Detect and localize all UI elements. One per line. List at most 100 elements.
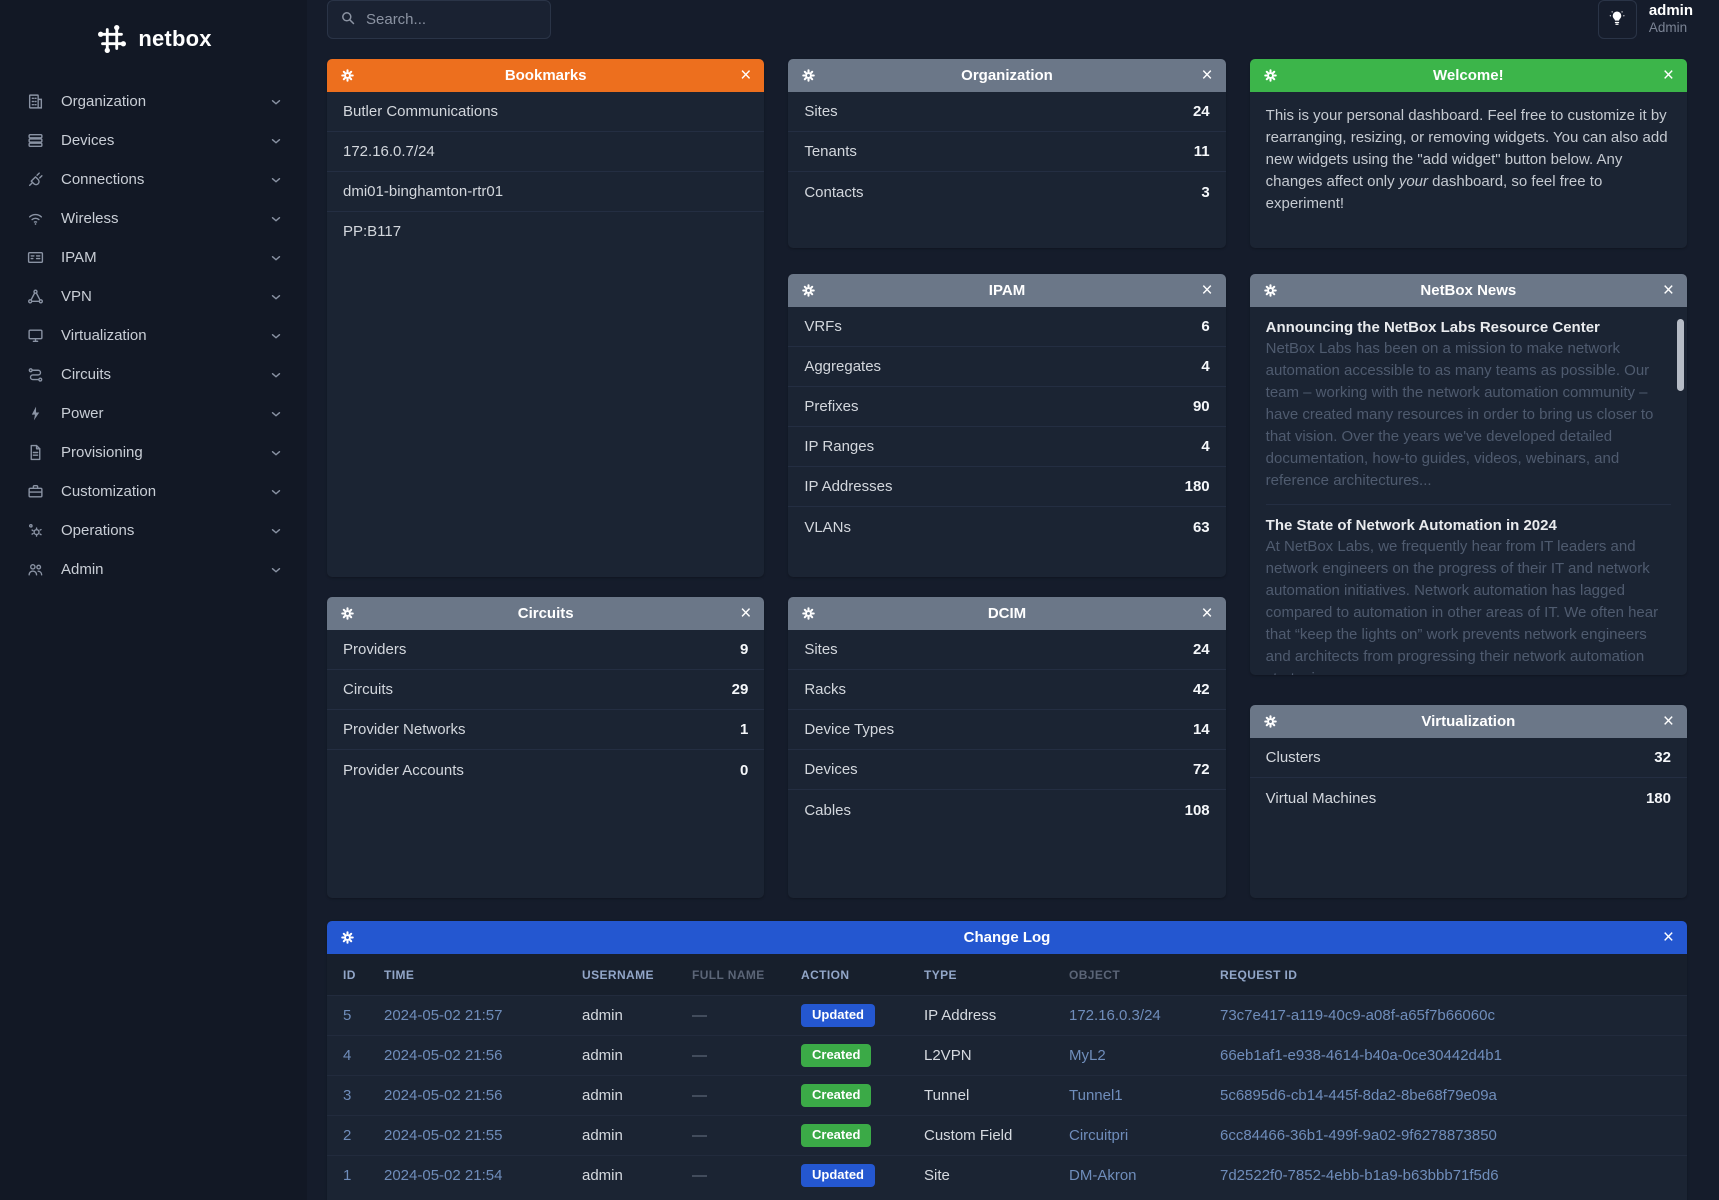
changelog-time-link[interactable]: 2024-05-02 21:56	[384, 1087, 503, 1104]
request-id-link[interactable]: 7d2522f0-7852-4ebb-b1a9-b63bbb71f5d6	[1220, 1167, 1499, 1185]
column-header-username[interactable]: USERNAME	[572, 954, 682, 996]
stat-row[interactable]: Contacts 3	[804, 183, 1210, 201]
bookmark-link[interactable]: dmi01-binghamton-rtr01	[327, 172, 765, 212]
gear-icon[interactable]	[1263, 68, 1278, 83]
search-box[interactable]	[327, 0, 551, 39]
object-link[interactable]: Tunnel1	[1069, 1087, 1123, 1104]
sidebar-item-devices[interactable]: Devices	[0, 121, 307, 160]
stat-row[interactable]: Tenants 11	[788, 132, 1226, 172]
sidebar-item-ipam[interactable]: IPAM	[0, 238, 307, 277]
scrollbar-thumb[interactable]	[1676, 319, 1684, 391]
object-link[interactable]: DM-Akron	[1069, 1167, 1137, 1185]
sidebar-item-provisioning[interactable]: Provisioning	[0, 433, 307, 472]
sidebar-item-virtualization[interactable]: Virtualization	[0, 316, 307, 355]
stat-row[interactable]: Racks 42	[788, 670, 1226, 710]
bookmark-link[interactable]: Butler Communications	[327, 92, 765, 132]
sidebar-item-wireless[interactable]: Wireless	[0, 199, 307, 238]
news-article-body: At NetBox Labs, we frequently hear from …	[1265, 538, 1659, 675]
object-link[interactable]: MyL2	[1069, 1047, 1106, 1064]
changelog-id-link[interactable]: 1	[343, 1167, 352, 1185]
sidebar-item-connections[interactable]: Connections	[0, 160, 307, 199]
column-header-id[interactable]: ID	[327, 954, 374, 996]
stat-row[interactable]: Cables 108	[804, 801, 1210, 819]
sidebar-item-organization[interactable]: Organization	[0, 82, 307, 121]
news-article: Announcing the NetBox Labs Resource Cent…	[1266, 319, 1671, 492]
column-header-object[interactable]: OBJECT	[1059, 954, 1210, 996]
gear-icon[interactable]	[1263, 714, 1278, 729]
close-icon[interactable]: ×	[1662, 711, 1674, 732]
column-header-request-id[interactable]: REQUEST ID	[1210, 954, 1687, 996]
gear-icon[interactable]	[801, 68, 816, 83]
sidebar-item-circuits[interactable]: Circuits	[0, 355, 307, 394]
netbox-logo[interactable]: netbox	[0, 14, 307, 64]
news-article-title[interactable]: Announcing the NetBox Labs Resource Cent…	[1265, 319, 1600, 336]
changelog-time-link[interactable]: 2024-05-02 21:57	[384, 1007, 503, 1024]
column-header-full-name[interactable]: FULL NAME	[682, 954, 791, 996]
changelog-time-link[interactable]: 2024-05-02 21:54	[384, 1167, 503, 1185]
gear-icon[interactable]	[340, 68, 355, 83]
stat-row[interactable]: Circuits 29	[327, 670, 765, 710]
changelog-id-link[interactable]: 2	[343, 1127, 352, 1144]
gear-icon[interactable]	[340, 606, 355, 621]
changelog-id-link[interactable]: 4	[343, 1047, 352, 1064]
stat-row[interactable]: Sites 24	[788, 630, 1226, 670]
sidebar-item-power[interactable]: Power	[0, 394, 307, 433]
gear-icon[interactable]	[340, 930, 355, 945]
close-icon[interactable]: ×	[740, 603, 752, 624]
stat-row[interactable]: Prefixes 90	[788, 387, 1226, 427]
request-id-link[interactable]: 66eb1af1-e938-4614-b40a-0ce30442d4b1	[1220, 1047, 1502, 1064]
chevron-down-icon	[269, 290, 283, 304]
sidebar-item-admin[interactable]: Admin	[0, 550, 307, 589]
ip-card-icon	[27, 249, 44, 266]
gear-icon[interactable]	[801, 606, 816, 621]
request-id-link[interactable]: 6cc84466-36b1-499f-9a02-9f6278873850	[1220, 1127, 1497, 1144]
bookmarks-widget: Bookmarks × Butler Communications 172.16…	[327, 59, 765, 577]
user-menu[interactable]: admin Admin	[1649, 2, 1693, 36]
stat-row[interactable]: Provider Accounts 0	[343, 761, 749, 779]
object-link[interactable]: Circuitpri	[1069, 1127, 1129, 1144]
stat-row[interactable]: IP Addresses 180	[788, 467, 1226, 507]
request-id-link[interactable]: 5c6895d6-cb14-445f-8da2-8be68f79e09a	[1220, 1087, 1497, 1104]
close-icon[interactable]: ×	[740, 65, 752, 86]
bookmark-link[interactable]: PP:B117	[343, 223, 402, 240]
stat-row[interactable]: Clusters 32	[1249, 738, 1687, 778]
close-icon[interactable]: ×	[1662, 927, 1674, 948]
sidebar-item-customization[interactable]: Customization	[0, 472, 307, 511]
changelog-id-link[interactable]: 5	[343, 1007, 352, 1024]
close-icon[interactable]: ×	[1662, 280, 1674, 301]
changelog-time-link[interactable]: 2024-05-02 21:56	[384, 1047, 503, 1064]
stat-row[interactable]: VLANs 63	[804, 518, 1210, 536]
stat-row[interactable]: IP Ranges 4	[788, 427, 1226, 467]
stat-row[interactable]: Providers 9	[327, 630, 765, 670]
column-header-action[interactable]: ACTION	[791, 954, 914, 996]
changelog-id-link[interactable]: 3	[343, 1087, 352, 1104]
close-icon[interactable]: ×	[1201, 65, 1213, 86]
stat-row[interactable]: Devices 72	[788, 750, 1226, 790]
chevron-down-icon	[269, 134, 283, 148]
stat-row[interactable]: Sites 24	[788, 92, 1226, 132]
stat-row[interactable]: Virtual Machines 180	[1265, 789, 1671, 807]
sidebar-item-vpn[interactable]: VPN	[0, 277, 307, 316]
action-badge: Updated	[801, 1164, 875, 1188]
stat-row[interactable]: Provider Networks 1	[327, 710, 765, 750]
bookmark-link[interactable]: 172.16.0.7/24	[327, 132, 765, 172]
changelog-time-link[interactable]: 2024-05-02 21:55	[384, 1127, 503, 1144]
stat-row[interactable]: Device Types 14	[788, 710, 1226, 750]
close-icon[interactable]: ×	[1662, 65, 1674, 86]
changelog-table: ID TIME USERNAME FULL NAME ACTION TYPE O…	[327, 954, 1687, 1196]
news-article-title[interactable]: The State of Network Automation in 2024	[1265, 517, 1557, 534]
gear-icon[interactable]	[801, 283, 816, 298]
sidebar-item-operations[interactable]: Operations	[0, 511, 307, 550]
close-icon[interactable]: ×	[1201, 280, 1213, 301]
stat-row[interactable]: Aggregates 4	[788, 347, 1226, 387]
stat-row[interactable]: VRFs 6	[788, 307, 1226, 347]
circuits-widget-header: Circuits ×	[327, 597, 765, 630]
column-header-type[interactable]: TYPE	[914, 954, 1059, 996]
close-icon[interactable]: ×	[1201, 603, 1213, 624]
object-link[interactable]: 172.16.0.3/24	[1069, 1007, 1161, 1024]
request-id-link[interactable]: 73c7e417-a119-40c9-a08f-a65f7b66060c	[1220, 1007, 1495, 1024]
gear-icon[interactable]	[1263, 283, 1278, 298]
column-header-time[interactable]: TIME	[374, 954, 572, 996]
search-input[interactable]	[366, 11, 538, 28]
theme-toggle-button[interactable]	[1597, 0, 1637, 39]
